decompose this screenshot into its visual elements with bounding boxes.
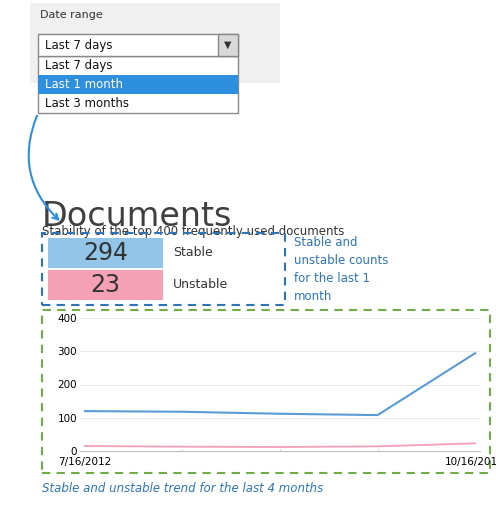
Text: Documents: Documents [42,200,232,233]
Text: Unstable: Unstable [173,279,228,292]
Text: 23: 23 [90,273,121,297]
Bar [38,56,238,113]
Text: Last 1 month: Last 1 month [45,78,123,91]
Bar [42,233,285,305]
FancyArrowPatch shape [29,116,59,220]
Bar [218,34,238,56]
Text: Last 7 days: Last 7 days [45,38,113,51]
Text: Last 7 days: Last 7 days [45,59,113,72]
Text: ▼: ▼ [224,40,232,50]
Bar [42,310,490,473]
Text: Stable: Stable [173,247,213,260]
Text: Stable and
unstable counts
for the last 1
month: Stable and unstable counts for the last … [294,236,388,303]
Text: 294: 294 [83,241,128,265]
Text: Stable and unstable trend for the last 4 months: Stable and unstable trend for the last 4… [42,482,323,495]
Text: Last 3 months: Last 3 months [45,97,129,110]
Bar [48,238,163,268]
Bar [38,75,238,94]
Bar [30,3,280,83]
Bar [38,34,238,56]
Text: Date range: Date range [40,10,103,20]
Text: Stability of the top 400 frequently used documents: Stability of the top 400 frequently used… [42,225,344,238]
Bar [48,270,163,300]
